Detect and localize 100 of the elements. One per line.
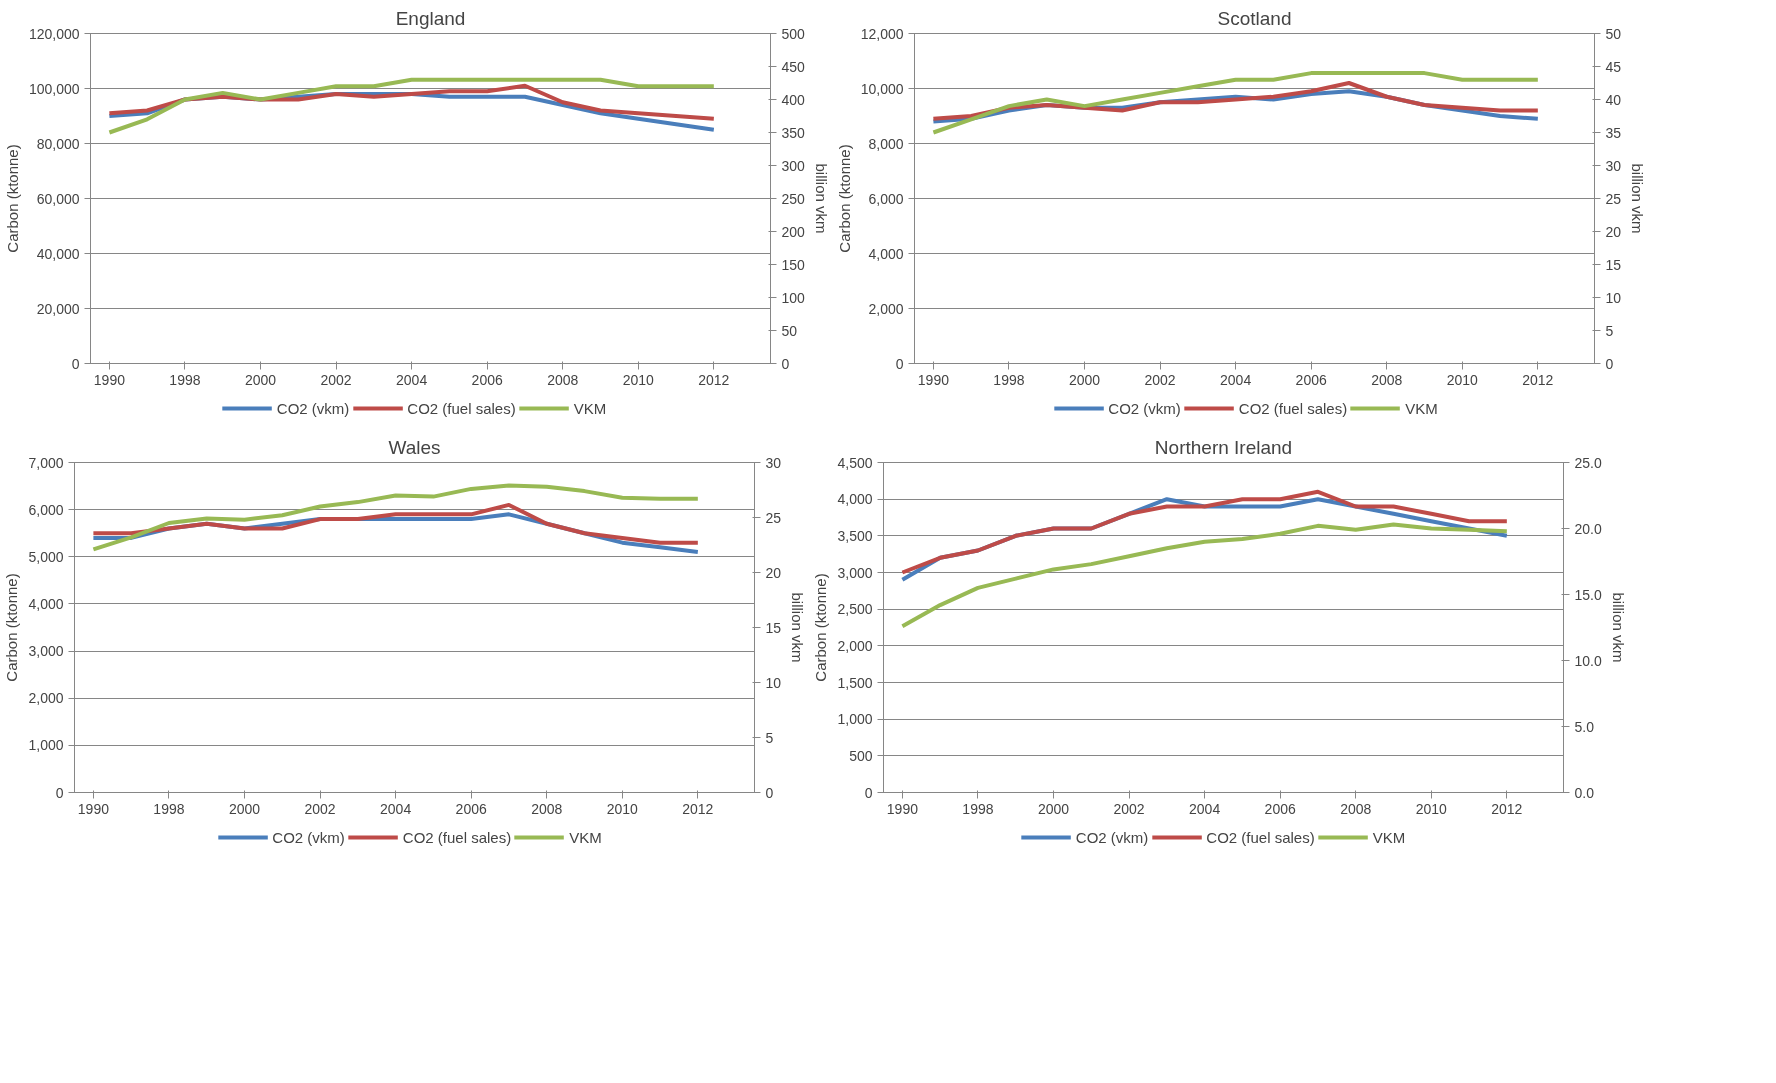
y2-tick-label: 45 bbox=[1605, 58, 1622, 75]
y2-axis-title: billion vkm bbox=[789, 592, 807, 663]
y-tick-label: 500 bbox=[849, 747, 873, 764]
x-tick-label: 2012 bbox=[698, 371, 730, 388]
y2-tick-label: 500 bbox=[781, 25, 806, 42]
x-tick-label: 2008 bbox=[547, 371, 579, 388]
legend-label: CO2 (vkm) bbox=[276, 399, 350, 417]
y2-tick-label: 200 bbox=[781, 223, 806, 240]
y2-tick-label: 150 bbox=[781, 256, 806, 273]
y-tick-label: 40,000 bbox=[36, 245, 80, 262]
legend-label: VKM bbox=[1372, 828, 1406, 846]
y2-tick-label: 300 bbox=[781, 157, 806, 174]
line-series bbox=[900, 489, 1509, 575]
x-tick-label: 2000 bbox=[244, 371, 277, 388]
y-tick-label: 2,000 bbox=[837, 637, 873, 654]
x-tick-label: 2006 bbox=[1295, 371, 1327, 388]
y2-tick-label: 0.0 bbox=[1574, 784, 1595, 801]
legend-label: CO2 (fuel sales) bbox=[402, 828, 512, 846]
x-tick-label: 1990 bbox=[917, 371, 950, 388]
x-tick-label: 2002 bbox=[1144, 371, 1176, 388]
y2-tick-label: 35 bbox=[1605, 124, 1622, 141]
x-tick-label: 2012 bbox=[682, 800, 714, 817]
y2-tick-label: 5.0 bbox=[1574, 718, 1595, 735]
chart-title: Northern Ireland bbox=[1154, 436, 1293, 458]
legend-label: CO2 (fuel sales) bbox=[1206, 828, 1315, 846]
y-tick-label: 80,000 bbox=[36, 135, 80, 152]
x-tick-label: 1998 bbox=[993, 371, 1025, 388]
x-tick-label: 2006 bbox=[455, 800, 487, 817]
line-series bbox=[931, 71, 1540, 135]
y2-tick-label: 40 bbox=[1605, 91, 1622, 108]
line-series bbox=[107, 77, 716, 135]
y-tick-label: 8,000 bbox=[868, 135, 904, 152]
chart-title: England bbox=[395, 7, 466, 29]
chart-title: Wales bbox=[388, 436, 441, 458]
y-tick-label: 2,000 bbox=[868, 300, 904, 317]
x-tick-label: 2004 bbox=[396, 371, 428, 388]
line-series bbox=[91, 502, 700, 545]
x-tick-label: 2008 bbox=[1371, 371, 1403, 388]
x-tick-label: 2000 bbox=[228, 800, 261, 817]
x-tick-label: 2006 bbox=[1264, 800, 1296, 817]
y-tick-label: 6,000 bbox=[28, 501, 64, 518]
y-tick-label: 1,000 bbox=[837, 711, 873, 728]
y2-tick-label: 20 bbox=[1605, 223, 1622, 240]
y2-tick-label: 0 bbox=[781, 355, 790, 372]
y-tick-label: 7,000 bbox=[28, 454, 64, 471]
y2-axis-title: billion vkm bbox=[812, 163, 830, 234]
y-tick-label: 4,000 bbox=[837, 491, 873, 508]
y-axis-title: Carbon (ktonne) bbox=[835, 144, 853, 253]
line-series bbox=[931, 81, 1540, 121]
y2-tick-label: 10.0 bbox=[1574, 652, 1602, 669]
y2-tick-label: 15.0 bbox=[1574, 586, 1602, 603]
x-tick-label: 1990 bbox=[886, 800, 919, 817]
chart-title: Scotland bbox=[1217, 7, 1292, 29]
line-series bbox=[91, 483, 700, 552]
y-tick-label: 0 bbox=[864, 784, 873, 801]
legend-label: VKM bbox=[573, 399, 607, 417]
x-tick-label: 2012 bbox=[1491, 800, 1523, 817]
y-tick-label: 3,000 bbox=[28, 643, 64, 660]
y-tick-label: 0 bbox=[71, 355, 80, 372]
x-tick-label: 2010 bbox=[1446, 371, 1479, 388]
y2-tick-label: 5 bbox=[1605, 322, 1614, 339]
x-tick-label: 2000 bbox=[1037, 800, 1070, 817]
y-tick-label: 10,000 bbox=[860, 80, 904, 97]
y-tick-label: 0 bbox=[55, 784, 64, 801]
y-tick-label: 4,000 bbox=[868, 245, 904, 262]
x-tick-label: 1998 bbox=[962, 800, 994, 817]
x-tick-label: 1990 bbox=[93, 371, 126, 388]
y-tick-label: 0 bbox=[895, 355, 904, 372]
y2-tick-label: 10 bbox=[765, 674, 782, 691]
y2-tick-label: 450 bbox=[781, 58, 806, 75]
y-axis-title: Carbon (ktonne) bbox=[3, 144, 21, 253]
y2-axis-title: billion vkm bbox=[1609, 592, 1627, 663]
x-tick-label: 2004 bbox=[1189, 800, 1221, 817]
y2-tick-label: 10 bbox=[1605, 289, 1622, 306]
x-tick-label: 2004 bbox=[380, 800, 412, 817]
y2-tick-label: 15 bbox=[765, 619, 782, 636]
y2-tick-label: 0 bbox=[1605, 355, 1614, 372]
x-tick-label: 2012 bbox=[1522, 371, 1554, 388]
legend-label: CO2 (vkm) bbox=[272, 828, 345, 846]
y2-tick-label: 20 bbox=[765, 564, 782, 581]
line-series bbox=[107, 83, 716, 121]
y-tick-label: 1,000 bbox=[28, 737, 64, 754]
y-tick-label: 5,000 bbox=[28, 548, 64, 565]
y-tick-label: 100,000 bbox=[28, 80, 80, 97]
x-tick-label: 2002 bbox=[320, 371, 352, 388]
line-series bbox=[900, 522, 1509, 629]
x-tick-label: 2000 bbox=[1068, 371, 1101, 388]
legend-label: CO2 (vkm) bbox=[1108, 399, 1181, 417]
y2-tick-label: 350 bbox=[781, 124, 806, 141]
legend-label: CO2 (vkm) bbox=[1075, 828, 1149, 846]
x-tick-label: 2008 bbox=[531, 800, 563, 817]
x-tick-label: 2010 bbox=[622, 371, 655, 388]
x-tick-label: 2002 bbox=[304, 800, 336, 817]
y2-axis-title: billion vkm bbox=[1629, 163, 1647, 234]
y2-tick-label: 400 bbox=[781, 91, 806, 108]
y2-tick-label: 250 bbox=[781, 190, 806, 207]
y-tick-label: 4,000 bbox=[28, 595, 64, 612]
y2-tick-label: 5 bbox=[765, 729, 774, 746]
legend-label: CO2 (fuel sales) bbox=[407, 399, 516, 417]
y-tick-label: 60,000 bbox=[36, 190, 80, 207]
